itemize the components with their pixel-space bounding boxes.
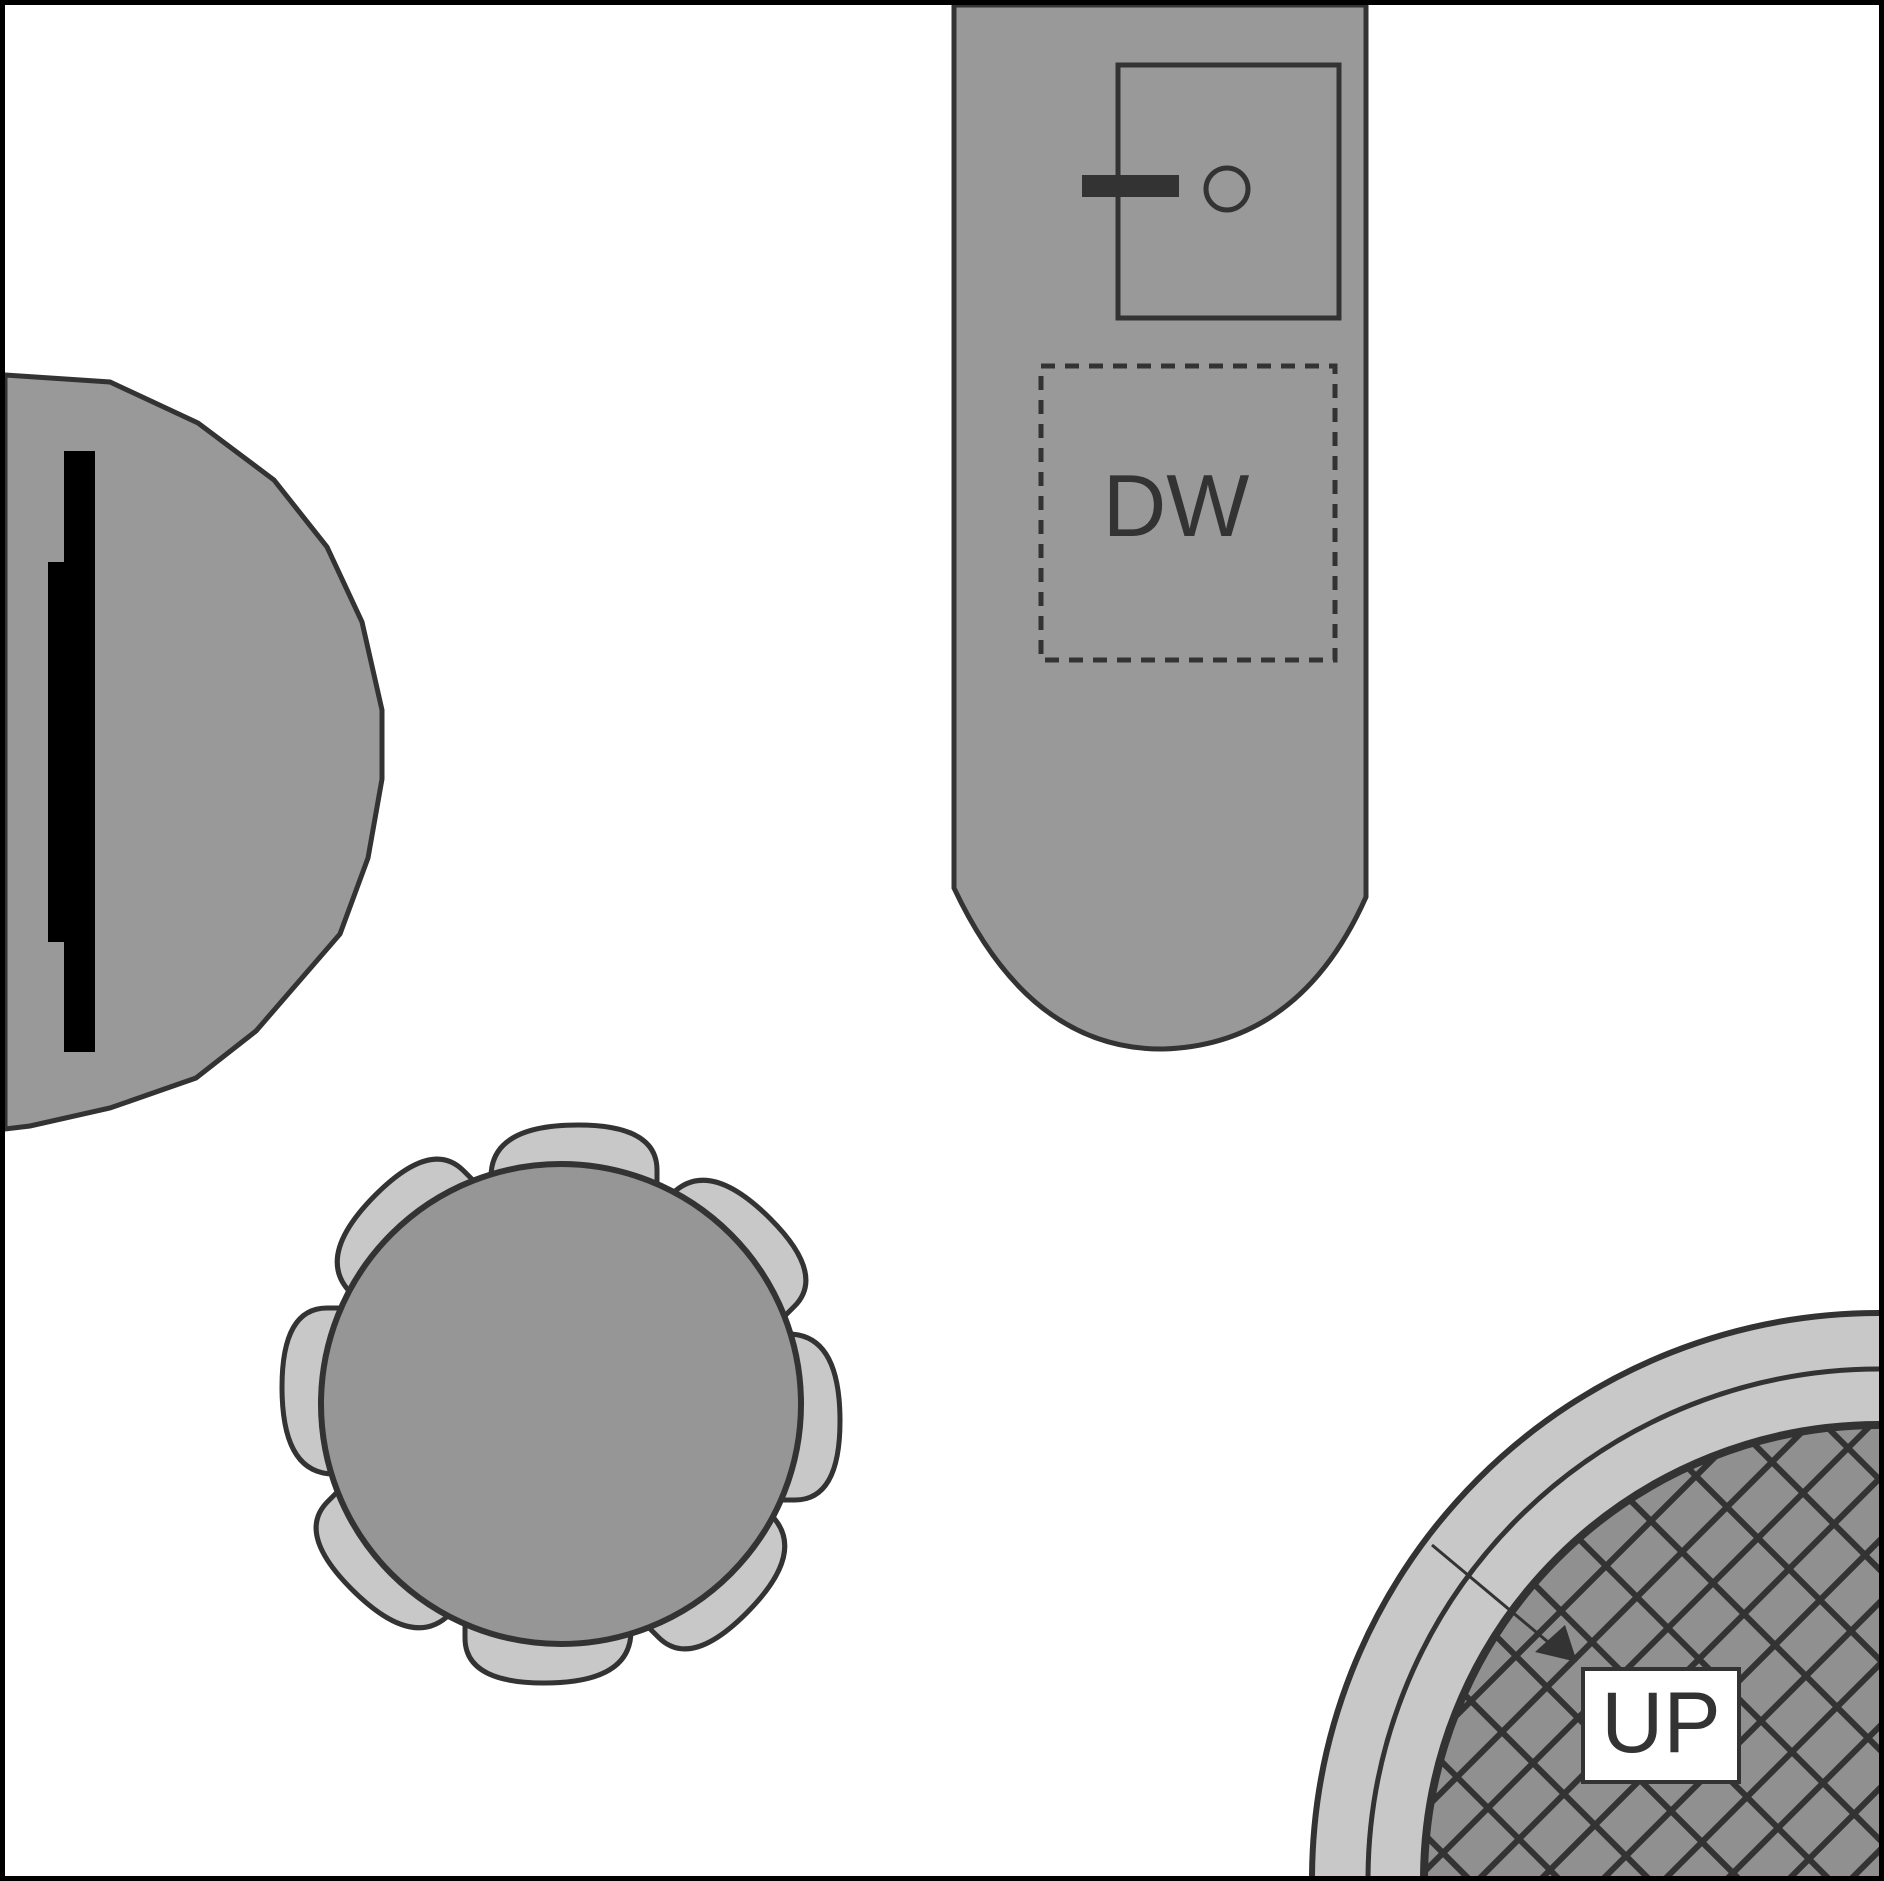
drain-icon [1203,165,1251,213]
stair-tread-line [1641,1425,1879,1876]
stair-tread-line [1422,1425,1879,1876]
stair-tread-line [1455,1425,1879,1876]
stair-tread-line [1422,1627,1879,1876]
dining-table [318,1161,804,1647]
stair-tread-line [1579,1425,1879,1876]
stair-tread-line [1765,1425,1879,1876]
stair-tread-line [1422,1425,1879,1773]
stair-tread-line [1517,1425,1879,1876]
range-counter [5,372,385,1132]
stair-tread-line [1422,1717,1879,1876]
dishwasher-label: DW [1103,456,1250,555]
faucet-icon [1082,175,1179,197]
direction-line [1431,1543,1561,1654]
spiral-staircase: UP [1309,1310,1879,1876]
direction-arrow-icon [1535,1625,1577,1662]
stair-tread-line [1422,1425,1775,1876]
dishwasher-outline [1038,363,1338,663]
cooktop-icon [48,451,95,1052]
stairs-label-box [1581,1667,1741,1784]
stair-tread-line [1703,1425,1879,1876]
stair-tread-area [1420,1421,1879,1876]
stair-tread-line [1422,1425,1837,1876]
stair-tread-line [1422,1425,1879,1593]
stairs-label: UP [1601,1675,1720,1771]
